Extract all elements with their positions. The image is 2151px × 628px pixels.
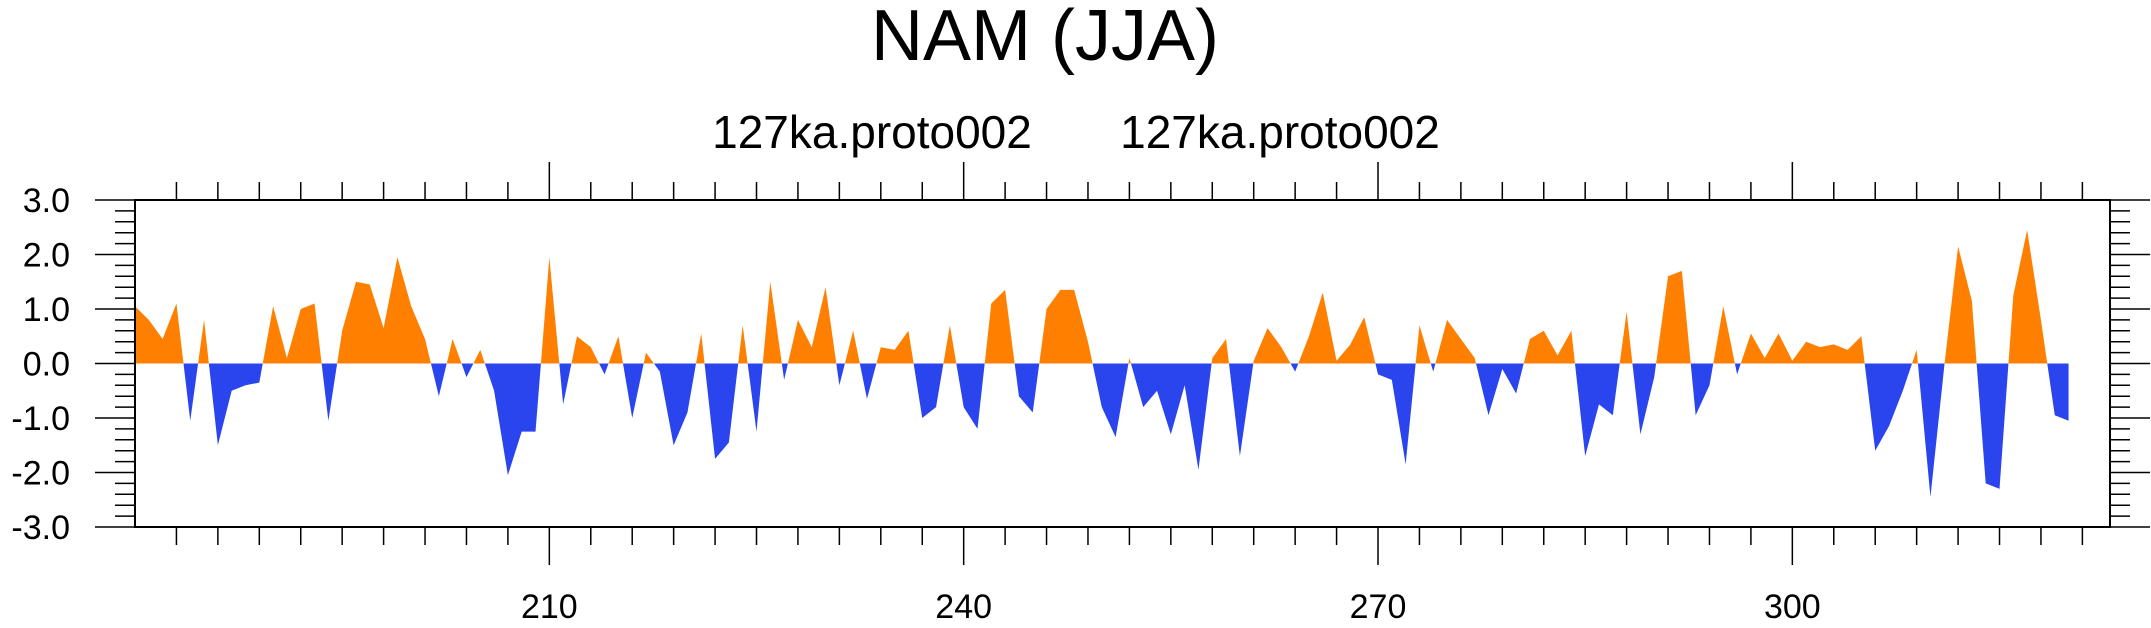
- x-tick-label: 240: [935, 588, 992, 626]
- area-layer: [135, 229, 2069, 498]
- chart-subtitle-right: 127ka.proto002: [1120, 106, 1440, 158]
- labels-layer: 210 240 270 300 -3.0 -2.0 -1.0 0.0 1.0 2.0 3.0: [11, 182, 1820, 626]
- y-tick-label: -3.0: [11, 509, 70, 547]
- positive-area: [135, 229, 2069, 364]
- y-tick-label: 0.0: [23, 346, 70, 384]
- chart-subtitle-left: 127ka.proto002: [712, 106, 1032, 158]
- y-tick-label: -1.0: [11, 400, 70, 438]
- plot-frame: [134, 199, 2111, 528]
- y-tick-label: 2.0: [23, 237, 70, 275]
- x-tick-label: 270: [1350, 588, 1407, 626]
- ticks-layer: [95, 162, 2150, 565]
- negative-area: [135, 363, 2069, 498]
- chart-title: NAM (JJA): [871, 0, 1219, 76]
- y-tick-label: 3.0: [23, 182, 70, 220]
- y-tick-label: 1.0: [23, 291, 70, 329]
- x-tick-label: 210: [521, 588, 578, 626]
- y-tick-label: -2.0: [11, 455, 70, 493]
- x-tick-label: 300: [1764, 588, 1821, 626]
